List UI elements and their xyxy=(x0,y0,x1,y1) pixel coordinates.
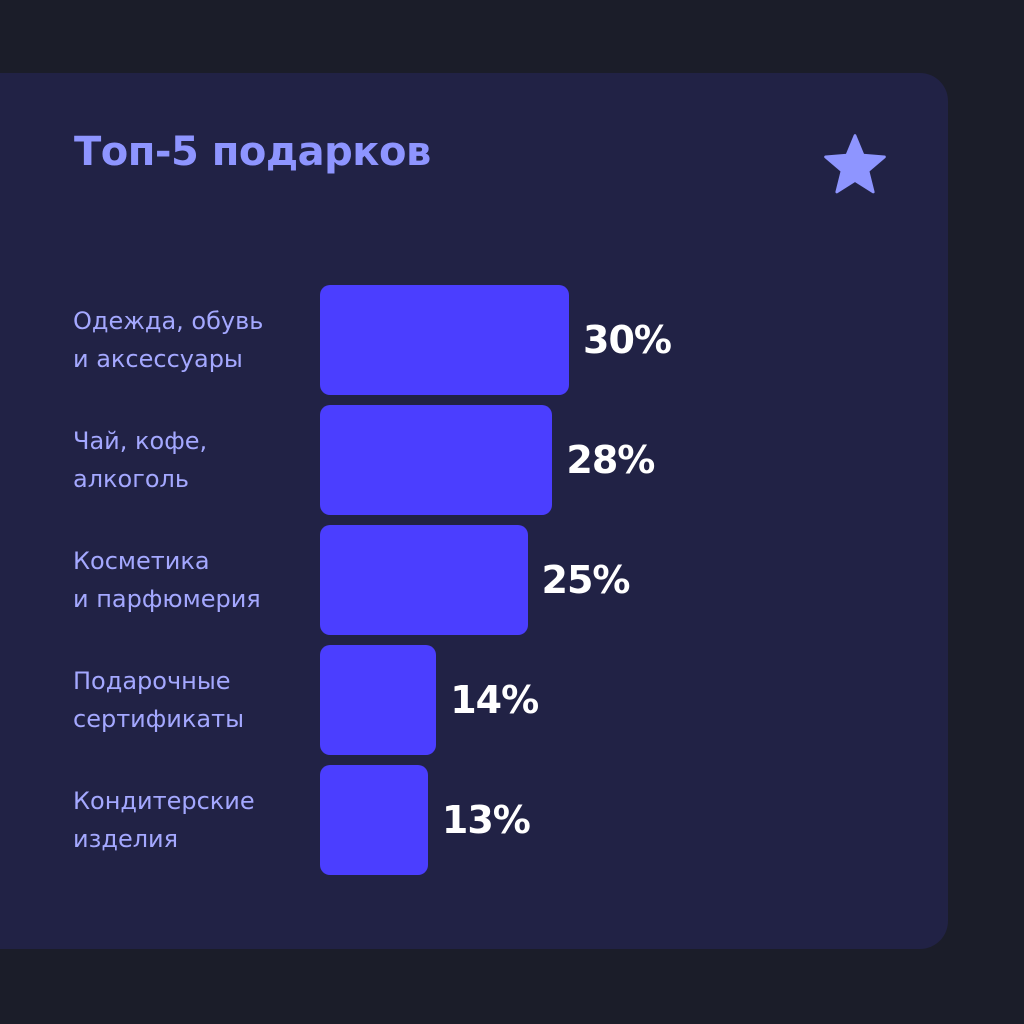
category-label-line: Косметика xyxy=(73,547,210,575)
category-label: Кондитерские изделия xyxy=(73,782,255,858)
category-label: Одежда, обувь и аксессуары xyxy=(73,302,263,378)
bar xyxy=(320,285,569,395)
chart-title: Топ-5 подарков xyxy=(74,129,431,175)
category-label: Чай, кофе, алкоголь xyxy=(73,422,207,498)
category-label-line: и парфюмерия xyxy=(73,585,261,613)
category-label: Подарочные сертификаты xyxy=(73,662,244,738)
category-label-line: Подарочные xyxy=(73,667,231,695)
category-label-line: Одежда, обувь xyxy=(73,307,264,335)
category-label-line: Кондитерские xyxy=(73,787,255,815)
value-label: 25% xyxy=(541,558,631,602)
category-label-line: изделия xyxy=(73,825,179,853)
category-label-line: сертификаты xyxy=(73,705,245,733)
value-label: 14% xyxy=(450,678,539,722)
category-label-line: и аксессуары xyxy=(73,345,243,373)
value-label: 30% xyxy=(583,318,672,362)
category-label: Косметика и парфюмерия xyxy=(73,542,261,618)
bar xyxy=(320,525,528,635)
value-label: 13% xyxy=(441,798,531,842)
category-label-line: алкоголь xyxy=(73,465,190,493)
bar xyxy=(320,765,428,875)
category-label-line: Чай, кофе, xyxy=(73,427,208,455)
star-icon xyxy=(824,134,886,194)
value-label: 28% xyxy=(566,438,655,482)
bar xyxy=(320,405,553,515)
bar xyxy=(320,645,437,755)
